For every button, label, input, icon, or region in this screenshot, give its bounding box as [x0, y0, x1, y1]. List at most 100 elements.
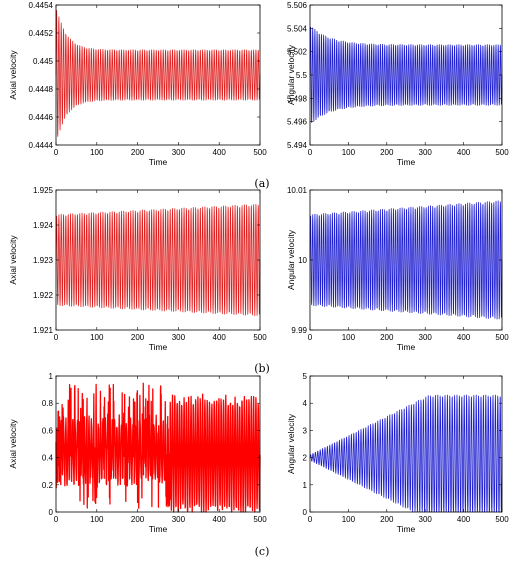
y-tick-label: 10 [298, 256, 307, 265]
y-tick-label: 0.8 [42, 399, 54, 408]
plot-frame [55, 375, 261, 513]
series-line [55, 382, 261, 513]
y-tick-label: 9.99 [291, 326, 307, 335]
series-line [55, 203, 261, 317]
x-tick-label: 200 [380, 333, 394, 342]
x-tick-label: 500 [253, 515, 267, 524]
chart-a-right: 0 100 200 300 400 500 5.494 5.496 5.498 5.5 5.502 5… [286, 1, 509, 167]
y-tick-label: 1 [49, 372, 54, 381]
x-tick-label: 100 [342, 333, 356, 342]
y-tick-label: 5.504 [287, 24, 308, 33]
y-tick-label: 0.4446 [29, 113, 54, 122]
y-tick-label: 0.4444 [29, 141, 54, 150]
x-tick-label: 0 [54, 515, 59, 524]
x-tick-label: 500 [495, 333, 509, 342]
x-tick-label: 100 [90, 333, 104, 342]
x-axis-label: Time [397, 342, 416, 352]
caption-b: (b) [254, 362, 270, 375]
caption-c: (c) [255, 545, 270, 558]
x-tick-label: 300 [419, 515, 433, 524]
y-axis-label: Axial velocity [8, 235, 18, 285]
x-tick-label: 500 [253, 148, 267, 157]
series-line [309, 26, 503, 123]
y-tick-label: 0.4 [42, 454, 54, 463]
x-axis-label: Time [397, 157, 416, 167]
y-axis-label: Axial velocity [8, 419, 18, 469]
x-tick-label: 400 [457, 515, 471, 524]
series-line [309, 394, 503, 513]
x-tick-label: 300 [419, 148, 433, 157]
x-tick-label: 300 [172, 148, 186, 157]
x-tick-label: 0 [308, 148, 313, 157]
x-tick-label: 100 [342, 148, 356, 157]
x-tick-label: 200 [131, 333, 145, 342]
plot-frame [55, 4, 261, 146]
y-tick-label: 0.4448 [29, 85, 54, 94]
x-tick-label: 0 [308, 515, 313, 524]
x-tick-label: 300 [419, 333, 433, 342]
y-tick-label: 3 [303, 426, 308, 435]
y-tick-label: 5 [303, 372, 308, 381]
x-tick-label: 400 [457, 333, 471, 342]
y-axis-label: Angular velocity [286, 229, 296, 290]
y-tick-label: 1.923 [33, 256, 54, 265]
y-tick-label: 0.4454 [29, 1, 54, 10]
chart-a-left: 0 100 200 300 400 500 0.4444 0.4446 0.4448 0.445 0… [8, 1, 267, 167]
series-line [55, 9, 261, 137]
x-tick-label: 500 [253, 333, 267, 342]
x-tick-label: 400 [213, 515, 227, 524]
x-tick-label: 100 [90, 148, 104, 157]
y-tick-label: 5.494 [287, 141, 308, 150]
x-tick-label: 300 [172, 333, 186, 342]
y-tick-label: 0.445 [33, 57, 54, 66]
y-tick-label: 10.01 [287, 186, 308, 195]
x-tick-label: 100 [342, 515, 356, 524]
x-axis-label: Time [149, 157, 168, 167]
y-tick-label: 5.502 [287, 48, 308, 57]
x-tick-label: 200 [131, 148, 145, 157]
x-tick-label: 300 [172, 515, 186, 524]
y-axis-label: Angular velocity [286, 44, 296, 105]
y-tick-label: 5.498 [287, 94, 308, 103]
plot-frame [309, 375, 503, 513]
y-tick-label: 0 [303, 508, 308, 517]
x-tick-label: 200 [380, 148, 394, 157]
y-tick-label: 0.6 [42, 426, 54, 435]
y-tick-label: 1 [303, 481, 308, 490]
y-tick-label: 1.922 [33, 291, 54, 300]
y-tick-label: 5.506 [287, 1, 308, 10]
y-tick-label: 1.925 [33, 186, 54, 195]
y-tick-label: 4 [303, 399, 308, 408]
x-tick-label: 200 [131, 515, 145, 524]
y-axis-label: Axial velocity [8, 50, 18, 100]
x-tick-label: 0 [54, 333, 59, 342]
y-tick-label: 0 [49, 508, 54, 517]
y-tick-label: 5.5 [296, 71, 308, 80]
y-tick-label: 5.496 [287, 118, 308, 127]
chart-c-right: 0 100 200 300 400 500 0 1 2 3 4 5 Time Angular veloci… [286, 372, 509, 534]
x-tick-label: 400 [213, 148, 227, 157]
x-axis-label: Time [397, 524, 416, 534]
x-tick-label: 500 [495, 515, 509, 524]
y-tick-label: 1.924 [33, 221, 54, 230]
chart-b-right: 0 100 200 300 400 500 9.99 10 10.01 Time Angular v… [286, 186, 509, 352]
x-axis-label: Time [149, 524, 168, 534]
chart-b-left: 0 100 200 300 400 500 1.921 1.922 1.923 1.924 1.92… [8, 186, 267, 352]
x-tick-label: 100 [90, 515, 104, 524]
x-tick-label: 500 [495, 148, 509, 157]
series-line [309, 200, 503, 320]
x-tick-label: 0 [54, 148, 59, 157]
x-tick-label: 200 [380, 515, 394, 524]
chart-c-left: 0 100 200 300 400 500 0 0.2 0.4 0.6 0.8 1 Time Axial … [8, 372, 267, 534]
caption-a: (a) [254, 177, 269, 190]
y-tick-label: 2 [303, 454, 308, 463]
x-tick-label: 0 [308, 333, 313, 342]
y-tick-label: 0.4452 [29, 29, 54, 38]
x-tick-label: 400 [213, 333, 227, 342]
x-axis-label: Time [149, 342, 168, 352]
y-tick-label: 1.921 [33, 326, 54, 335]
x-tick-label: 400 [457, 148, 471, 157]
y-axis-label: Angular velocity [286, 413, 296, 474]
